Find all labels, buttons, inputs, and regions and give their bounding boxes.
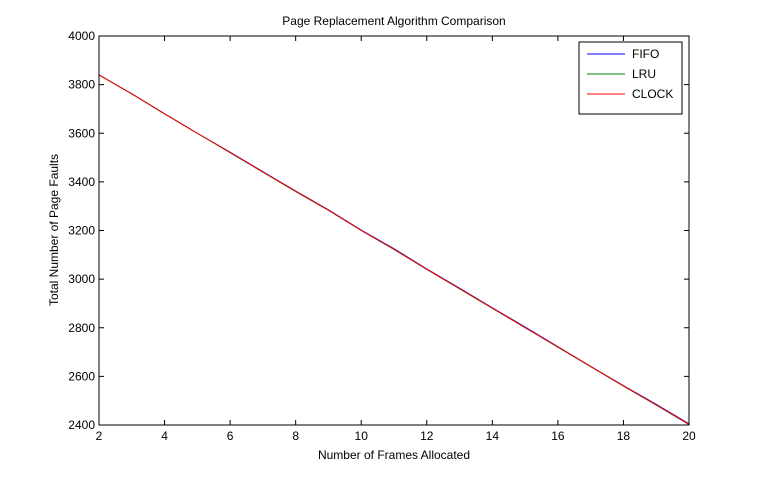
y-tick-label: 3600: [68, 126, 95, 140]
y-tick-label: 2400: [68, 418, 95, 432]
x-tick-label: 10: [355, 429, 369, 443]
y-tick-label: 2800: [68, 321, 95, 335]
legend-label-fifo: FIFO: [632, 47, 659, 61]
y-tick-label: 3200: [68, 224, 95, 238]
series-line-clock: [98, 74, 690, 425]
x-tick-label: 4: [161, 429, 168, 443]
y-tick-label: 2600: [68, 369, 95, 383]
y-tick-label: 3800: [68, 78, 95, 92]
y-tick-label: 3000: [68, 272, 95, 286]
legend-label-clock: CLOCK: [632, 87, 673, 101]
x-tick-label: 14: [486, 429, 500, 443]
legend-box: [578, 41, 683, 115]
x-tick-label: 18: [617, 429, 631, 443]
x-tick-label: 12: [420, 429, 434, 443]
x-tick-label: 6: [227, 429, 234, 443]
x-tick-label: 20: [682, 429, 696, 443]
x-tick-label: 2: [96, 429, 103, 443]
y-tick-label: 4000: [68, 29, 95, 43]
plot-area: [98, 74, 690, 425]
axes: 2 4 6 8 10 12 14 16 18 20 2400 2600 2800 3000 3200 3400…: [68, 29, 696, 443]
chart-title: Page Replacement Algorithm Comparison: [282, 14, 505, 28]
legend: FIFO LRU CLOCK: [578, 41, 683, 115]
legend-label-lru: LRU: [632, 67, 656, 81]
x-tick-label: 16: [551, 429, 565, 443]
y-tick-label: 3400: [68, 175, 95, 189]
x-tick-label: 8: [292, 429, 299, 443]
x-axis-label: Number of Frames Allocated: [318, 448, 470, 462]
y-axis-label: Total Number of Page Faults: [47, 154, 61, 306]
